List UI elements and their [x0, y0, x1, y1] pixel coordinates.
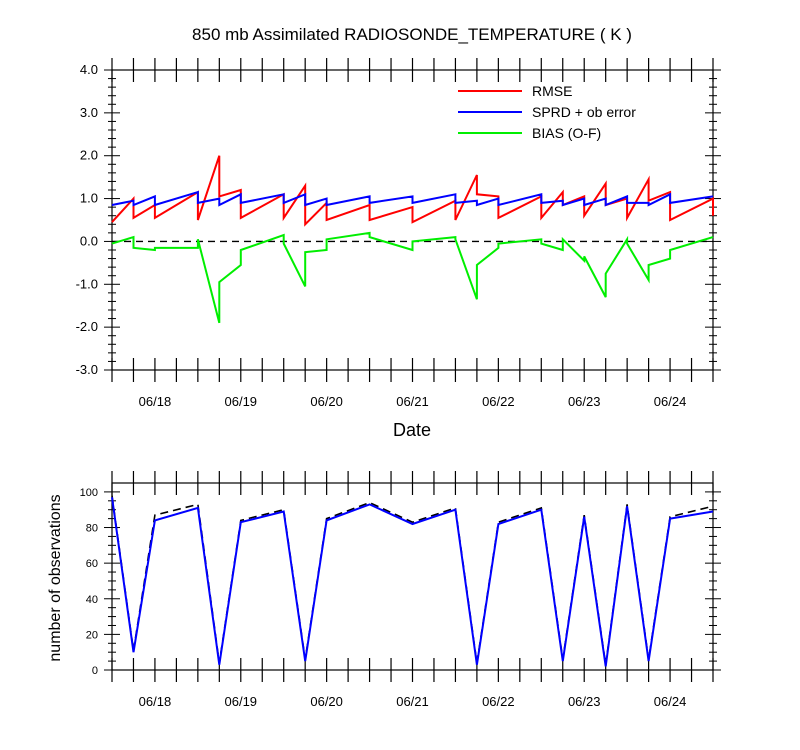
- y-tick-label: 1.0: [80, 191, 98, 206]
- series-line-rmse: [111, 155, 714, 227]
- y-tick-label: -1.0: [76, 276, 98, 291]
- y-tick-label: 4.0: [80, 62, 98, 77]
- x-tick-label: 06/24: [654, 394, 687, 409]
- x-tick-label: 06/21: [396, 694, 429, 709]
- series-line-bias-o-f-: [111, 231, 714, 324]
- bottom-chart: 06/18 06/19 06/20 06/21 06/22 06/23 06/24 0 20 40…: [80, 471, 721, 709]
- x-tick-label: 06/23: [568, 394, 601, 409]
- y-tick-label: 80: [86, 523, 98, 535]
- y-tick-label: 100: [80, 487, 98, 499]
- x-tick-label: 06/23: [568, 694, 601, 709]
- plot-frame: [111, 482, 714, 671]
- x-tick-label: 06/20: [310, 694, 343, 709]
- y-tick-label: 0: [92, 665, 98, 677]
- series-line-observations-possible: [111, 495, 714, 665]
- y-tick-label: 0.0: [80, 233, 98, 248]
- top-chart-xlabel: Date: [393, 420, 431, 440]
- x-tick-label: 06/22: [482, 394, 515, 409]
- x-tick-label: 06/19: [225, 394, 258, 409]
- x-tick-label: 06/21: [396, 394, 429, 409]
- x-tick-label: 06/18: [139, 694, 172, 709]
- top-chart-title: 850 mb Assimilated RADIOSONDE_TEMPERATUR…: [192, 25, 632, 44]
- legend-label: RMSE: [532, 83, 572, 99]
- legend: RMSE SPRD + ob error BIAS (O-F): [458, 83, 636, 141]
- legend-label: SPRD + ob error: [532, 104, 636, 120]
- x-tick-label: 06/20: [310, 394, 343, 409]
- y-tick-label: 3.0: [80, 105, 98, 120]
- x-tick-label: 06/24: [654, 694, 687, 709]
- y-tick-label: 40: [86, 594, 98, 606]
- top-chart: 06/18 06/19 06/20 06/21 06/22 06/23 06/24 -3.0 -…: [76, 58, 721, 409]
- bottom-chart-ylabel: number of observations: [47, 494, 64, 661]
- y-tick-label: 60: [86, 558, 98, 570]
- series-line-sprd-ob-error: [111, 190, 714, 207]
- x-tick-label: 06/22: [482, 694, 515, 709]
- x-tick-label: 06/18: [139, 394, 172, 409]
- y-tick-label: 2.0: [80, 148, 98, 163]
- y-tick-label: 20: [86, 629, 98, 641]
- x-tick-label: 06/19: [225, 694, 258, 709]
- series-line-observations-assimilated: [111, 497, 714, 667]
- y-tick-label: -2.0: [76, 319, 98, 334]
- legend-label: BIAS (O-F): [532, 125, 601, 141]
- y-tick-label: -3.0: [76, 362, 98, 377]
